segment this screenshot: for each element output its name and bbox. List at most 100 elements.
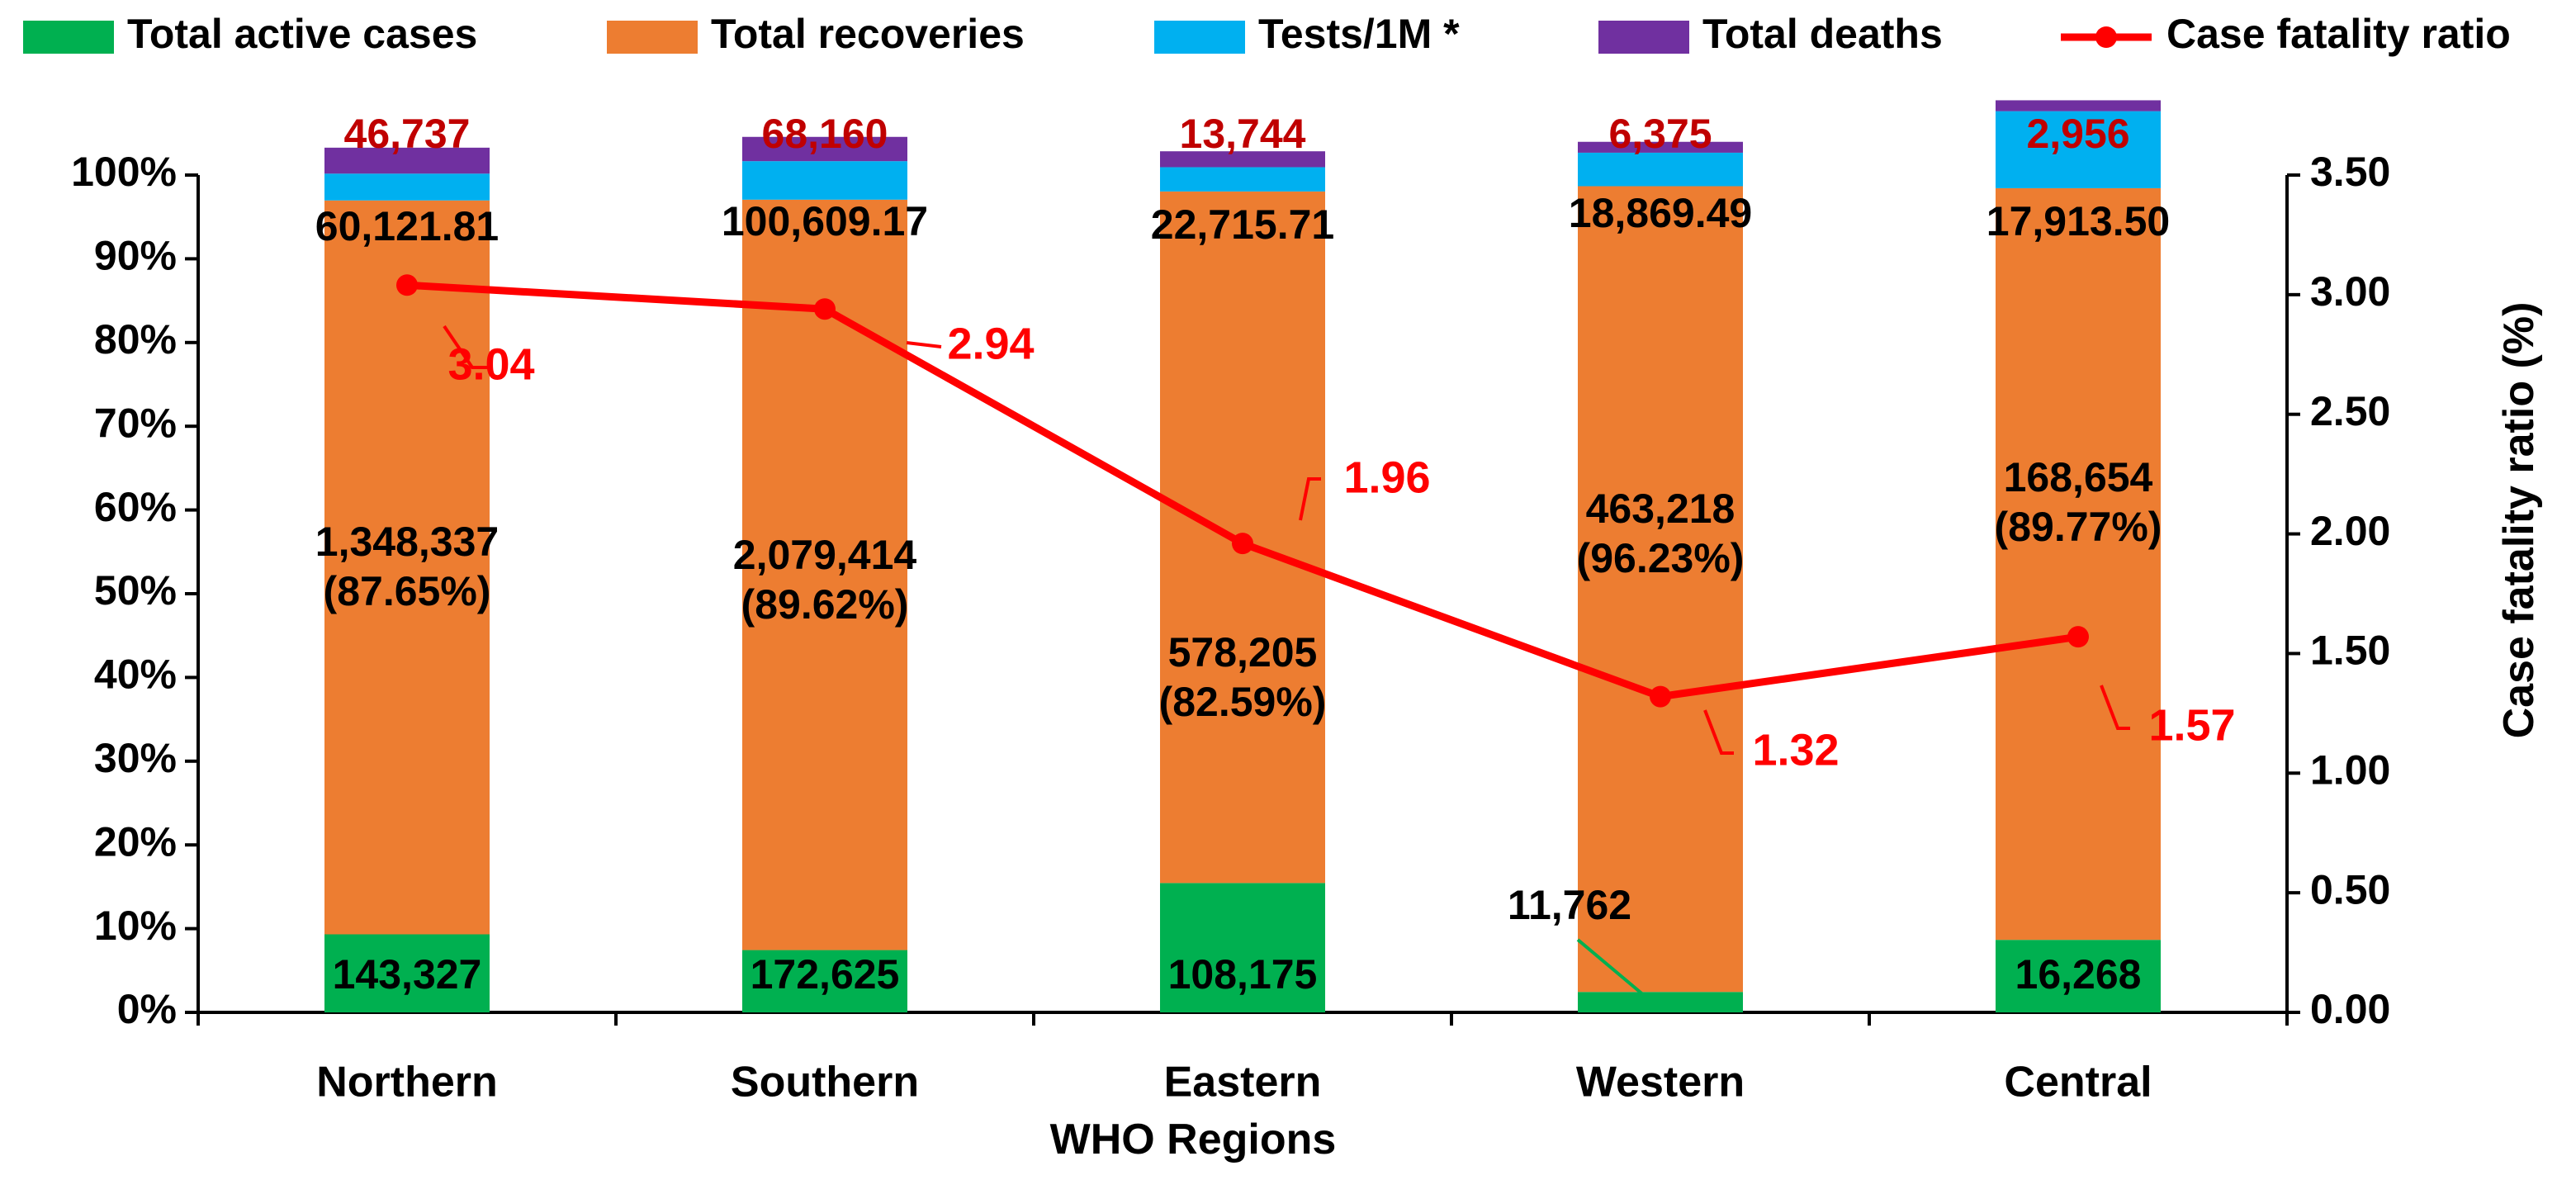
x-tick-label: Southern (731, 1059, 919, 1107)
legend-label: Total deaths (1702, 11, 1943, 57)
bar-total-active-cases (1160, 883, 1325, 1012)
recoveries-label: 578,205 (1168, 629, 1318, 675)
bar-tests-1m (1578, 152, 1743, 187)
bar-total-recoveries (1578, 186, 1743, 993)
active-cases-label: 11,762 (1508, 882, 1631, 928)
recoveries-pct-label: (89.62%) (741, 581, 909, 628)
y-tick-label: 50% (94, 567, 177, 614)
bar-total-active-cases (324, 934, 490, 1012)
tests-label: 60,121.81 (315, 203, 499, 249)
legend-label: Case fatality ratio (2166, 11, 2511, 57)
bar-tests-1m (1160, 167, 1325, 192)
x-tick-label: Central (2004, 1059, 2152, 1107)
cfr-label: 3.04 (447, 339, 534, 389)
cfr-leader (443, 325, 487, 369)
active-cases-label: 143,327 (333, 951, 482, 998)
recoveries-label: 168,654 (2004, 454, 2153, 500)
bar-total-deaths (1578, 141, 1743, 153)
legend-swatch (607, 21, 698, 54)
x-tick-label: Eastern (1164, 1059, 1322, 1107)
legend-swatch (23, 21, 114, 54)
bar-total-deaths (1996, 100, 2161, 111)
y-tick-label: 90% (94, 233, 177, 279)
data-labels: 143,327 1,348,337(87.65%) 60,121.81 46,737 1… (315, 111, 2236, 1004)
cfr-label: 1.32 (1752, 725, 1839, 775)
recoveries-pct-label: (96.23%) (1577, 535, 1745, 581)
recoveries-pct-label: (87.65%) (324, 568, 491, 614)
axes: 0% 10% 20% 30% 40% 50% 60% 70% 80% 90% 100% 0.00 0.5… (71, 149, 2390, 1107)
bar-total-active-cases (1578, 992, 1743, 1012)
cfr-leader (906, 341, 942, 348)
cfr-label: 1.57 (2148, 700, 2235, 750)
recoveries-label: 2,079,414 (733, 532, 917, 578)
y-tick-label: 70% (94, 400, 177, 446)
tests-label: 18,869.49 (1569, 190, 1752, 236)
deaths-label: 13,744 (1180, 111, 1306, 157)
bars (324, 100, 2161, 1012)
recoveries-label: 1,348,337 (315, 519, 499, 565)
legend-label: Total active cases (127, 11, 477, 57)
y2-tick-label: 1.00 (2310, 746, 2390, 793)
y-tick-label: 80% (94, 316, 177, 363)
recoveries-pct-label: (89.77%) (1995, 504, 2162, 550)
y2-tick-label: 2.00 (2310, 508, 2390, 554)
cfr-point (1232, 533, 1253, 555)
bar-tests-1m (742, 161, 907, 200)
deaths-label: 46,737 (344, 111, 471, 157)
y-tick-label: 0% (117, 986, 177, 1032)
legend-label: Total recoveries (711, 11, 1025, 57)
bar-total-deaths (742, 136, 907, 162)
bar-total-recoveries (742, 199, 907, 950)
tests-label: 100,609.17 (722, 198, 928, 244)
cfr-point (396, 274, 418, 296)
bar-total-active-cases (742, 950, 907, 1012)
y2-tick-label: 3.00 (2310, 268, 2390, 315)
tests-label: 17,913.50 (1986, 198, 2170, 244)
legend: Total active cases Total recoveries Tests/… (23, 11, 2511, 57)
legend-swatch (1598, 21, 1689, 54)
bar-tests-1m (1996, 111, 2161, 188)
recoveries-pct-label: (82.59%) (1159, 679, 1327, 725)
cfr-line (396, 274, 2089, 708)
deaths-label: 68,160 (762, 111, 888, 157)
cfr-leader (1703, 709, 1734, 755)
bar-total-deaths (1160, 151, 1325, 168)
cfr-leader (1299, 477, 1321, 521)
tests-label: 22,715.71 (1151, 201, 1334, 248)
y2-tick-label: 0.00 (2310, 986, 2390, 1032)
x-tick-label: Western (1576, 1059, 1745, 1107)
y2-tick-label: 0.50 (2310, 866, 2390, 912)
y-tick-label: 100% (71, 149, 177, 195)
cfr-point (1650, 685, 1671, 708)
y-tick-label: 40% (94, 652, 177, 698)
legend-label: Tests/1M * (1258, 11, 1460, 57)
cfr-point (2067, 626, 2089, 648)
y-tick-label: 30% (94, 735, 177, 781)
cfr-label: 2.94 (947, 319, 1034, 368)
cfr-point (814, 298, 836, 320)
x-tick-label: Northern (316, 1059, 498, 1107)
y-tick-label: 10% (94, 903, 177, 949)
y-tick-label: 20% (94, 818, 177, 865)
bar-tests-1m (324, 173, 490, 201)
cfr-label: 1.96 (1343, 453, 1430, 502)
active-cases-leader (1576, 938, 1654, 1004)
bar-total-recoveries (324, 200, 490, 935)
x-axis-title: WHO Regions (1050, 1116, 1337, 1163)
legend-swatch (1154, 21, 1245, 54)
cfr-leader (2100, 685, 2130, 730)
bar-total-recoveries (1996, 187, 2161, 941)
active-cases-label: 16,268 (2015, 951, 2142, 998)
active-cases-label: 172,625 (751, 951, 900, 998)
y2-tick-label: 2.50 (2310, 388, 2390, 434)
y2-tick-label: 3.50 (2310, 149, 2390, 195)
deaths-label: 2,956 (2026, 111, 2129, 157)
bar-total-deaths (324, 147, 490, 174)
y-tick-label: 60% (94, 484, 177, 530)
y2-tick-label: 1.50 (2310, 628, 2390, 674)
deaths-label: 6,375 (1608, 111, 1712, 157)
bar-total-active-cases (1996, 940, 2161, 1012)
y2-axis-title: Case fatality ratio (%) (2495, 302, 2543, 739)
legend-marker (2095, 26, 2117, 48)
